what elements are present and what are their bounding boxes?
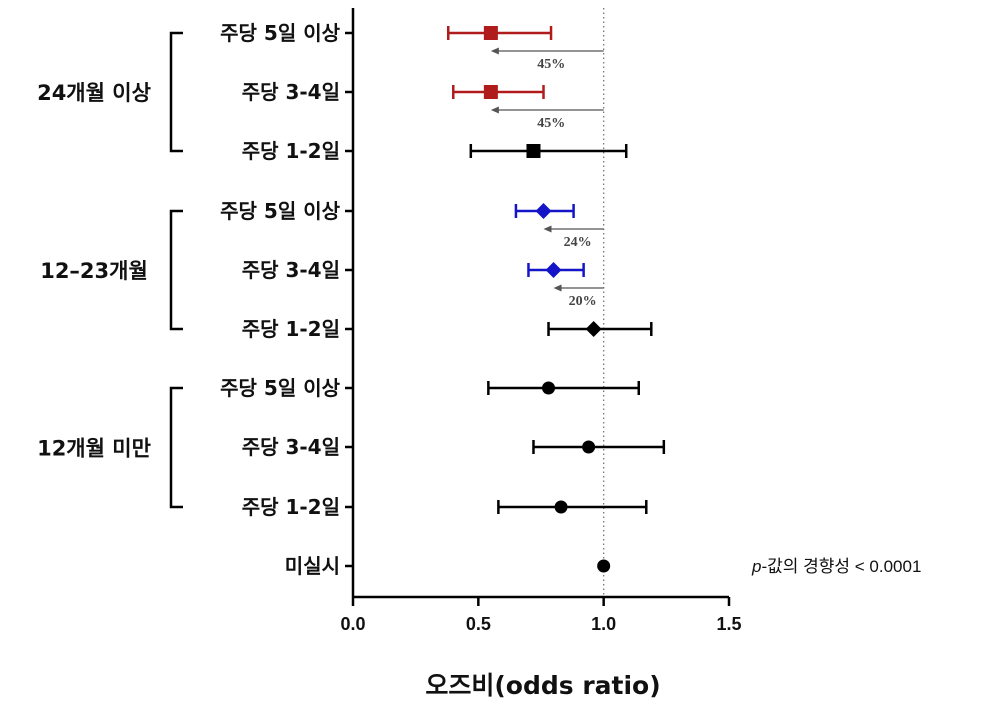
reduction-arrowhead xyxy=(490,47,499,55)
row-4: 주당 3-4일 20% xyxy=(242,258,604,309)
group-0: 24개월 이상 xyxy=(37,31,183,153)
reduction-label: 45% xyxy=(537,57,565,72)
group-bracket xyxy=(169,209,183,331)
point-diamond xyxy=(585,321,602,337)
row-9: 미실시 xyxy=(285,554,611,578)
row-label: 주당 1-2일 xyxy=(242,139,340,163)
x-tick-label: 1.0 xyxy=(591,614,616,634)
point-square xyxy=(526,144,541,158)
row-3: 주당 5일 이상 24% xyxy=(220,199,604,250)
row-label: 주당 1-2일 xyxy=(242,495,340,519)
row-label: 주당 3-4일 xyxy=(242,80,340,104)
group-label: 12개월 미만 xyxy=(37,437,151,461)
row-7: 주당 3-4일 xyxy=(242,435,666,459)
row-0: 주당 5일 이상 45% xyxy=(220,21,604,72)
p-symbol: p xyxy=(751,557,761,576)
trend-p-value-text: -값의 경향성 < 0.0001 xyxy=(761,557,921,576)
group-label: 24개월 이상 xyxy=(37,81,151,105)
reduction-arrowhead xyxy=(553,284,562,292)
row-8: 주당 1-2일 xyxy=(242,495,648,519)
group-label: 12–23개월 xyxy=(40,259,148,283)
group-1: 12–23개월 xyxy=(40,209,183,331)
reduction-label: 24% xyxy=(564,235,592,250)
group-2: 12개월 미만 xyxy=(37,386,183,509)
row-label: 주당 5일 이상 xyxy=(220,21,340,45)
point-circle xyxy=(582,440,596,454)
trend-p-value-note: p-값의 경향성 < 0.0001 xyxy=(751,557,921,576)
row-label: 미실시 xyxy=(285,554,340,578)
point-circle xyxy=(597,559,611,573)
reduction-label: 45% xyxy=(537,116,565,131)
point-diamond xyxy=(535,203,552,219)
row-label: 주당 5일 이상 xyxy=(220,376,340,400)
row-label: 주당 1-2일 xyxy=(242,317,340,341)
reduction-arrowhead xyxy=(490,106,499,114)
row-2: 주당 1-2일 xyxy=(242,139,628,163)
point-diamond xyxy=(545,262,562,278)
x-tick-label: 0.0 xyxy=(340,614,365,634)
point-square xyxy=(483,85,498,99)
point-square xyxy=(483,26,498,40)
x-tick-label: 1.5 xyxy=(716,614,741,634)
x-axis-title: 오즈비(odds ratio) xyxy=(425,671,660,700)
row-label: 주당 3-4일 xyxy=(242,435,340,459)
row-label: 주당 3-4일 xyxy=(242,258,340,282)
row-6: 주당 5일 이상 xyxy=(220,376,641,400)
x-tick-label: 0.5 xyxy=(466,614,491,634)
group-bracket xyxy=(169,31,183,153)
point-circle xyxy=(554,500,568,514)
point-circle xyxy=(542,381,556,395)
group-bracket xyxy=(169,386,183,509)
row-label: 주당 5일 이상 xyxy=(220,199,340,223)
row-5: 주당 1-2일 xyxy=(242,317,653,341)
row-1: 주당 3-4일 45% xyxy=(242,80,604,131)
reduction-label: 20% xyxy=(569,294,597,309)
reduction-arrowhead xyxy=(543,225,552,233)
